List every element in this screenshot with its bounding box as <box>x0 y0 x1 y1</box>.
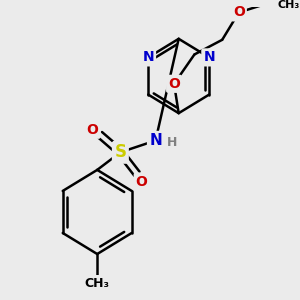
Text: CH₃: CH₃ <box>278 0 300 10</box>
Text: N: N <box>142 50 154 64</box>
Text: S: S <box>114 143 126 161</box>
Text: O: O <box>87 123 98 137</box>
Text: H: H <box>167 136 177 149</box>
Text: N: N <box>149 133 162 148</box>
Text: N: N <box>203 50 215 64</box>
Text: O: O <box>233 5 245 20</box>
Text: CH₃: CH₃ <box>85 277 110 290</box>
Text: O: O <box>168 77 180 91</box>
Text: O: O <box>136 175 148 189</box>
